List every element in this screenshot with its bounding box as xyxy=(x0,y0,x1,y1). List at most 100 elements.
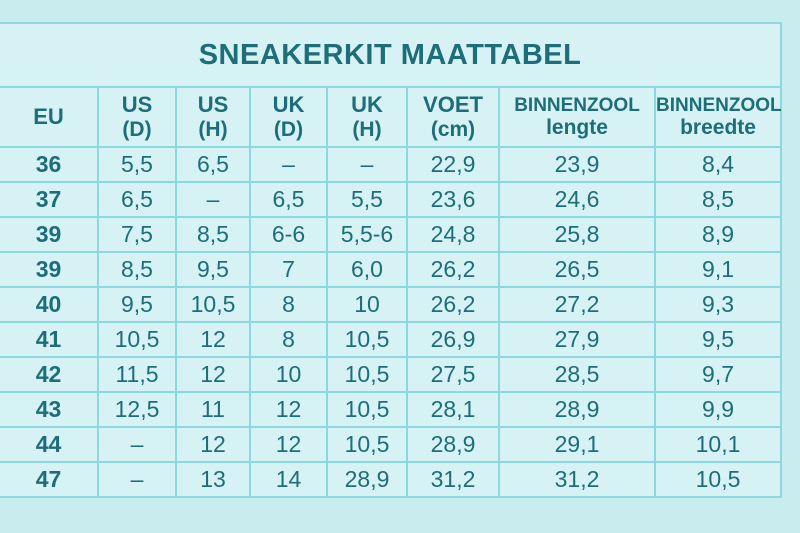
size-value-cell: 27,5 xyxy=(406,356,500,393)
eu-size-cell: 36 xyxy=(0,146,99,183)
eu-size-cell: 42 xyxy=(0,356,99,393)
column-header-us-h: US (H) xyxy=(175,86,251,148)
size-value-cell: 29,1 xyxy=(498,426,656,463)
size-value-cell: 28,1 xyxy=(406,391,500,428)
size-value-cell: 5,5 xyxy=(97,146,177,183)
column-header-sublabel: (D) xyxy=(273,117,304,141)
size-value-cell: 26,2 xyxy=(406,286,500,323)
size-value-cell: 12 xyxy=(249,391,328,428)
size-value-cell: 6,5 xyxy=(249,181,328,218)
size-value-cell: 10,5 xyxy=(175,286,251,323)
size-value-cell: 12 xyxy=(175,426,251,463)
size-value-cell: 10 xyxy=(326,286,408,323)
size-value-cell: 10 xyxy=(249,356,328,393)
size-value-cell: 10,1 xyxy=(653,426,783,463)
eu-size-cell: 41 xyxy=(0,321,99,358)
size-value-cell: 9,9 xyxy=(653,391,783,428)
size-value-cell: – xyxy=(175,181,251,218)
table-row: 43 12,5 11 12 10,5 28,1 28,9 9,9 xyxy=(0,391,783,428)
size-value-cell: 26,2 xyxy=(406,251,500,288)
size-value-cell: 14 xyxy=(249,461,328,498)
size-value-cell: 28,5 xyxy=(498,356,656,393)
size-value-cell: 26,9 xyxy=(406,321,500,358)
size-value-cell: 10,5 xyxy=(97,321,177,358)
column-header-label: US xyxy=(197,91,229,117)
size-value-cell: 23,6 xyxy=(406,181,500,218)
size-value-cell: 25,8 xyxy=(498,216,656,253)
size-value-cell: 8,9 xyxy=(653,216,783,253)
title-row: SNEAKERKIT MAATTABEL xyxy=(0,22,783,88)
table-title: SNEAKERKIT MAATTABEL xyxy=(0,22,783,88)
table-row: 37 6,5–6,5 5,5 23,6 24,6 8,5 xyxy=(0,181,783,218)
table-row: 40 9,5 10,5 8 10 26,2 27,2 9,3 xyxy=(0,286,783,323)
column-header-sublabel: breedte xyxy=(680,115,756,139)
table-row: 44–12 12 10,5 28,9 29,1 10,1 xyxy=(0,426,783,463)
size-value-cell: 9,7 xyxy=(653,356,783,393)
size-value-cell: 28,9 xyxy=(498,391,656,428)
size-value-cell: 6,5 xyxy=(97,181,177,218)
size-value-cell: 8 xyxy=(249,286,328,323)
size-value-cell: 8,5 xyxy=(653,181,783,218)
column-header-sublabel: (H) xyxy=(198,117,228,141)
size-value-cell: 27,9 xyxy=(498,321,656,358)
size-value-cell: 6,5 xyxy=(175,146,251,183)
size-value-cell: 24,6 xyxy=(498,181,656,218)
size-value-cell: 10,5 xyxy=(326,426,408,463)
size-value-cell: – xyxy=(97,426,177,463)
eu-size-cell: 39 xyxy=(0,216,99,253)
size-value-cell: 23,9 xyxy=(498,146,656,183)
size-value-cell: 9,3 xyxy=(653,286,783,323)
column-header-label: VOET xyxy=(423,91,483,117)
size-value-cell: 26,5 xyxy=(498,251,656,288)
column-header-sublabel: (D) xyxy=(122,117,152,141)
size-value-cell: 8,4 xyxy=(653,146,783,183)
eu-size-cell: 40 xyxy=(0,286,99,323)
eu-size-cell: 37 xyxy=(0,181,99,218)
eu-size-cell: 47 xyxy=(0,461,99,498)
column-header-label: BINNENZOOL xyxy=(514,94,640,116)
size-value-cell: 9,5 xyxy=(97,286,177,323)
column-header-uk-h: UK (H) xyxy=(326,86,408,148)
column-header-binnenzool-breedte: BINNENZOOL breedte xyxy=(653,86,783,148)
size-value-cell: 28,9 xyxy=(406,426,500,463)
shoe-size-table: SNEAKERKIT MAATTABEL EU US (D) US (H) UK (D) UK… xyxy=(0,22,783,498)
table-row: 36 5,5 6,5– –22,9 23,9 8,4 xyxy=(0,146,783,183)
size-value-cell: 6,0 xyxy=(326,251,408,288)
column-header-label: UK xyxy=(351,91,383,117)
header-row: EU US (D) US (H) UK (D) UK (H) VOET (cm) BINNENZOOL… xyxy=(0,86,783,148)
size-value-cell: 10,5 xyxy=(653,461,783,498)
eu-size-cell: 43 xyxy=(0,391,99,428)
column-header-eu: EU xyxy=(0,86,99,148)
size-value-cell: 31,2 xyxy=(406,461,500,498)
size-value-cell: 8,5 xyxy=(97,251,177,288)
size-value-cell: 9,5 xyxy=(653,321,783,358)
column-header-sublabel: (H) xyxy=(352,117,382,141)
column-header-uk-d: UK (D) xyxy=(249,86,328,148)
size-value-cell: 10,5 xyxy=(326,356,408,393)
table-row: 42 11,5 12 10 10,5 27,5 28,5 9,7 xyxy=(0,356,783,393)
column-header-sublabel: lengte xyxy=(546,115,608,139)
size-value-cell: 22,9 xyxy=(406,146,500,183)
size-value-cell: 12 xyxy=(249,426,328,463)
size-value-cell: 12,5 xyxy=(97,391,177,428)
size-value-cell: 12 xyxy=(175,356,251,393)
column-header-label: BINNENZOOL xyxy=(656,94,782,116)
size-value-cell: – xyxy=(326,146,408,183)
column-header-us-d: US (D) xyxy=(97,86,177,148)
size-value-cell: 9,5 xyxy=(175,251,251,288)
size-value-cell: 13 xyxy=(175,461,251,498)
eu-size-cell: 39 xyxy=(0,251,99,288)
size-value-cell: 9,1 xyxy=(653,251,783,288)
size-value-cell: 5,5-6 xyxy=(326,216,408,253)
size-value-cell: 7 xyxy=(249,251,328,288)
size-value-cell: 11,5 xyxy=(97,356,177,393)
column-header-sublabel: (cm) xyxy=(430,117,476,141)
size-value-cell: 24,8 xyxy=(406,216,500,253)
table-row: 41 10,5 12 8 10,5 26,9 27,9 9,5 xyxy=(0,321,783,358)
size-value-cell: 11 xyxy=(175,391,251,428)
size-value-cell: 12 xyxy=(175,321,251,358)
size-value-cell: 10,5 xyxy=(326,391,408,428)
size-value-cell: – xyxy=(97,461,177,498)
table-row: 39 7,5 8,5 6-6 5,5-6 24,8 25,8 8,9 xyxy=(0,216,783,253)
size-value-cell: 5,5 xyxy=(326,181,408,218)
